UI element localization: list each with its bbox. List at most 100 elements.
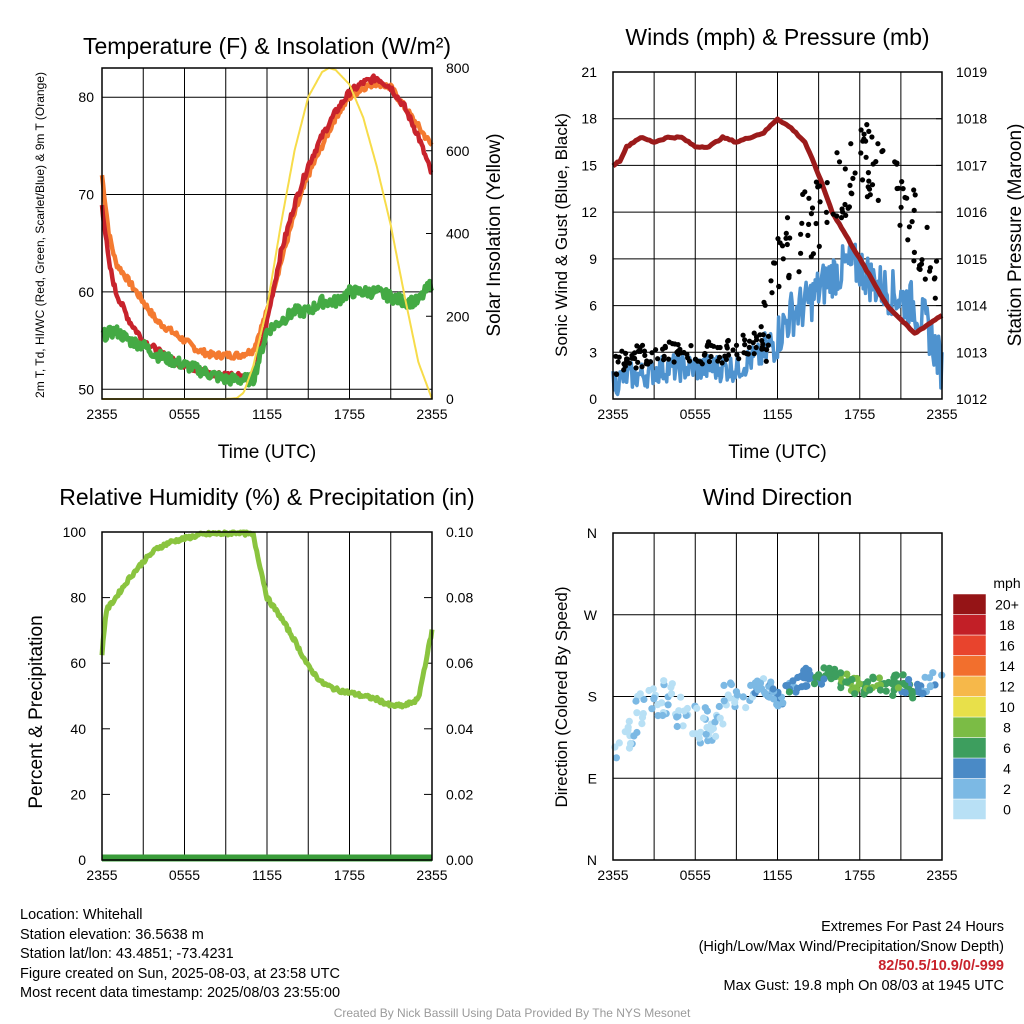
direction-point	[633, 709, 641, 717]
gust-point	[706, 358, 713, 365]
gust-point	[783, 235, 789, 241]
direction-point	[798, 683, 806, 691]
gust-point	[753, 344, 759, 351]
x-tick-label: 2355	[86, 406, 117, 422]
gust-point	[798, 231, 804, 237]
x-tick-label: 2355	[926, 406, 957, 422]
direction-point	[720, 681, 728, 690]
gust-point	[836, 159, 843, 165]
x-tick-label: 2355	[926, 867, 957, 883]
gust-point	[776, 284, 782, 290]
extremes-subtitle: (High/Low/Max Wind/Precipitation/Snow De…	[698, 938, 1004, 955]
gust-point	[764, 347, 770, 353]
direction-point	[866, 686, 874, 694]
gust-point	[641, 348, 648, 354]
gust-point	[706, 339, 712, 345]
y2-tick-label: 1013	[956, 344, 987, 360]
gust-point	[639, 364, 645, 370]
plot-frame	[101, 67, 433, 400]
plot-frame	[101, 531, 433, 861]
direction-point	[712, 732, 720, 741]
direction-point	[754, 686, 762, 694]
colorbar-label: 16	[999, 637, 1015, 653]
y2-tick-label: 1016	[956, 204, 987, 220]
gust-point	[858, 150, 864, 156]
gust-point	[799, 220, 805, 226]
colorbar-label: 4	[1003, 760, 1011, 776]
gust-point	[662, 343, 668, 349]
direction-point	[820, 675, 828, 683]
chart-title: Wind Direction	[703, 484, 853, 510]
colorbar-swatch	[952, 675, 987, 697]
gust-point	[911, 187, 917, 193]
y-tick-label: 0	[78, 852, 86, 868]
x-axis-label: Time (UTC)	[728, 442, 827, 463]
gust-point	[653, 347, 659, 353]
gust-point	[863, 138, 869, 144]
direction-point	[789, 677, 797, 685]
gust-point	[637, 348, 644, 354]
direction-point	[625, 717, 633, 726]
gust-point	[733, 342, 740, 348]
gust-point	[751, 351, 757, 357]
y2-tick-label: 800	[446, 60, 470, 76]
direction-point	[860, 690, 868, 698]
gust-point	[924, 224, 930, 230]
gust-point	[809, 205, 816, 211]
gust-point	[783, 230, 789, 236]
gust-point	[813, 179, 820, 185]
direction-point	[889, 691, 897, 700]
gust-point	[909, 219, 915, 225]
gust-point	[865, 170, 872, 176]
colorbar-swatch	[952, 778, 987, 800]
gust-point	[922, 276, 928, 282]
gust-point	[655, 356, 661, 362]
direction-point	[855, 680, 864, 688]
gust-point	[772, 260, 778, 266]
plot-frame	[612, 532, 943, 861]
gust-point	[933, 258, 940, 264]
gust-point	[847, 182, 853, 188]
direction-point	[659, 711, 667, 720]
gust-point	[863, 154, 869, 160]
gust-point	[842, 166, 848, 172]
direction-point	[843, 670, 851, 678]
direction-point	[699, 714, 708, 722]
direction-point	[636, 690, 644, 698]
gust-point	[699, 361, 705, 367]
x-tick-label: 0555	[169, 867, 200, 883]
gust-point	[824, 180, 830, 186]
y-tick-label: 60	[78, 284, 94, 300]
gust-point	[730, 347, 736, 353]
gust-point	[717, 354, 723, 360]
gust-point	[900, 186, 906, 192]
y-tick-label: 80	[70, 590, 86, 606]
gust-point	[817, 183, 823, 189]
gust-point	[742, 342, 748, 348]
y2-tick-label: 1018	[956, 111, 987, 127]
y2-tick-label: 0.08	[446, 590, 473, 606]
direction-point	[739, 693, 747, 701]
y2-tick-label: 1017	[956, 157, 987, 173]
direction-point	[667, 683, 675, 691]
y-tick-label: 18	[581, 111, 597, 127]
gust-point	[787, 235, 793, 241]
gust-point	[702, 350, 708, 357]
y2-tick-label: 400	[446, 226, 470, 242]
gust-point	[840, 209, 846, 215]
gust-point	[761, 299, 767, 305]
gust-point	[866, 178, 872, 184]
gust-point	[823, 209, 830, 215]
gust-point	[741, 350, 747, 356]
direction-point	[891, 671, 899, 679]
gust-point	[895, 185, 902, 191]
direction-point	[875, 674, 884, 682]
gust-point	[911, 258, 917, 264]
direction-point	[905, 676, 913, 684]
gust-point	[649, 350, 655, 356]
gust-point	[621, 361, 627, 367]
y-tick-label: E	[588, 770, 597, 786]
gust-point	[842, 201, 848, 208]
direction-point	[679, 722, 687, 730]
colorbar-title: mph	[993, 575, 1020, 591]
